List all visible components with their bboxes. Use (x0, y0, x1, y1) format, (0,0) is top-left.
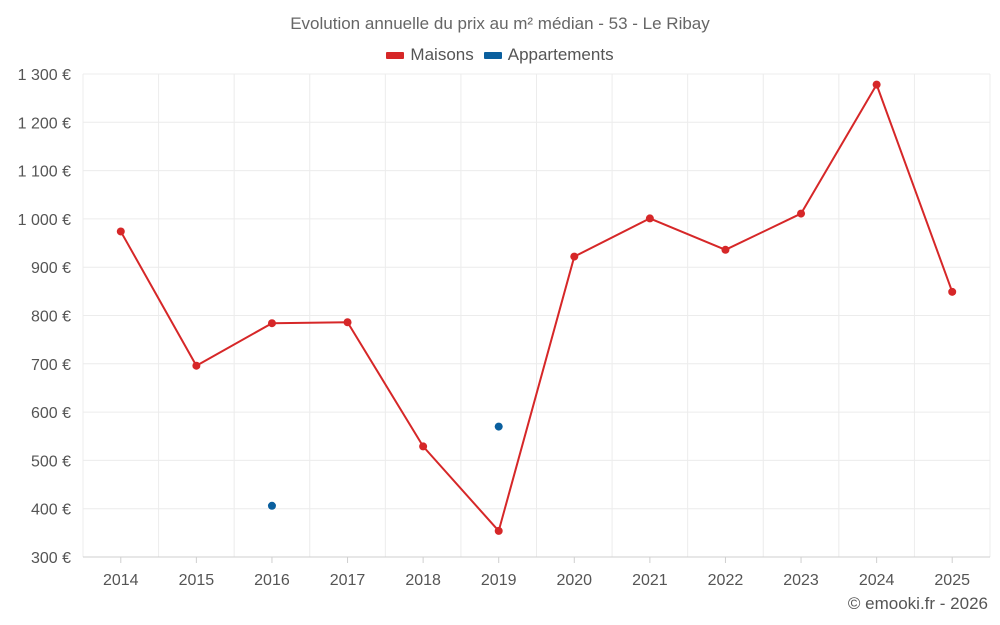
data-point-maisons (116, 227, 125, 236)
y-tick-label: 500 € (31, 453, 71, 470)
data-point-maisons (419, 442, 428, 451)
data-point-maisons (192, 361, 201, 370)
x-tick-label: 2014 (103, 572, 139, 589)
x-tick-label: 2019 (481, 572, 517, 589)
x-tick-label: 2025 (934, 572, 970, 589)
y-tick-label: 1 100 € (18, 164, 71, 181)
y-tick-label: 1 000 € (18, 212, 71, 229)
legend-item-appartements[interactable]: Appartements (483, 45, 614, 65)
y-tick-label: 900 € (31, 260, 71, 277)
series-line-maisons (119, 83, 954, 532)
x-tick-label: 2022 (708, 572, 744, 589)
x-tick-label: 2021 (632, 572, 668, 589)
x-tick-label: 2018 (405, 572, 441, 589)
y-tick-label: 800 € (31, 309, 71, 326)
legend: Maisons Appartements (0, 45, 1000, 65)
x-tick-label: 2023 (783, 572, 819, 589)
data-point-maisons (645, 214, 654, 223)
data-point-maisons (872, 80, 881, 89)
legend-label-maisons: Maisons (410, 45, 474, 64)
legend-label-appartements: Appartements (507, 45, 614, 64)
x-tick-label: 2024 (859, 572, 895, 589)
legend-item-maisons[interactable]: Maisons (386, 45, 474, 65)
data-point-appartements (267, 501, 276, 510)
y-tick-label: 700 € (31, 357, 71, 374)
credit-text: © emooki.fr - 2026 (847, 594, 988, 613)
x-tick-label: 2017 (330, 572, 366, 589)
y-tick-label: 1 300 € (18, 67, 71, 84)
data-point-maisons (267, 319, 276, 328)
y-tick-label: 400 € (31, 502, 71, 519)
data-point-maisons (797, 209, 806, 218)
x-tick-label: 2016 (254, 572, 290, 589)
data-point-maisons (721, 245, 730, 254)
legend-swatch-maisons (386, 51, 405, 59)
legend-swatch-appartements (483, 51, 502, 59)
y-tick-label: 300 € (31, 550, 71, 567)
y-tick-label: 1 200 € (18, 115, 71, 132)
data-point-appartements (494, 422, 503, 431)
data-point-maisons (494, 526, 503, 535)
y-tick-label: 600 € (31, 405, 71, 422)
x-tick-label: 2015 (179, 572, 215, 589)
chart-title: Evolution annuelle du prix au m² médian … (290, 14, 710, 33)
data-point-maisons (343, 318, 352, 327)
data-point-maisons (948, 287, 957, 296)
data-point-maisons (570, 252, 579, 261)
x-tick-label: 2020 (556, 572, 592, 589)
